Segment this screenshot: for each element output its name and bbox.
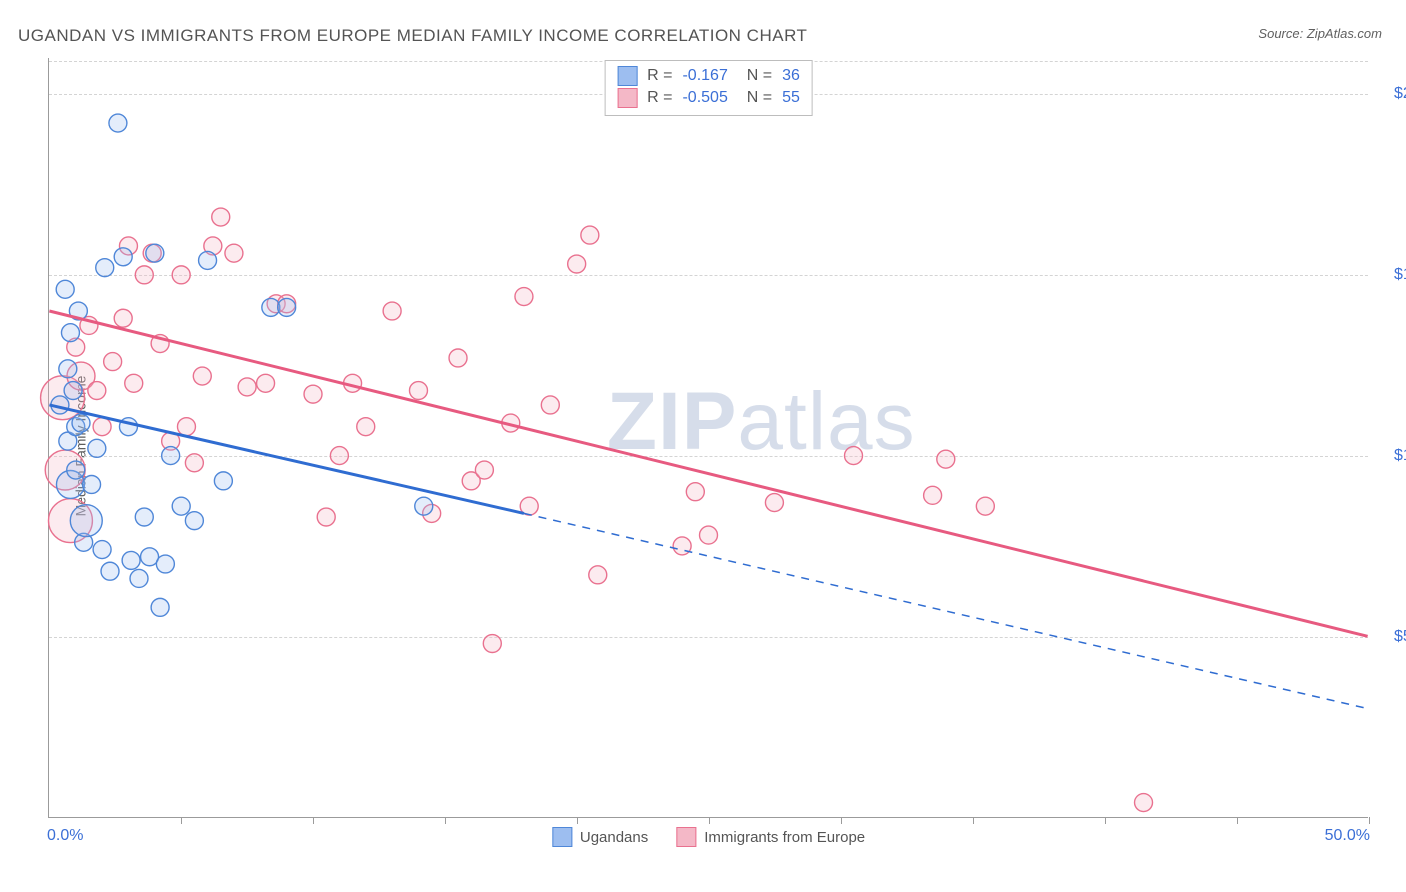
stats-r-europe: -0.505 xyxy=(682,87,727,109)
x-tick xyxy=(1369,817,1370,824)
x-axis-min-label: 0.0% xyxy=(47,827,83,845)
y-tick-label: $150,000 xyxy=(1374,266,1406,284)
legend-label-europe: Immigrants from Europe xyxy=(704,829,865,846)
trendline-solid xyxy=(49,311,1367,636)
plot-area: ZIPatlas R = -0.167 N = 36 R = -0.505 N … xyxy=(48,58,1368,818)
stats-row-europe: R = -0.505 N = 55 xyxy=(617,87,800,109)
stats-n-label: N = xyxy=(738,87,772,109)
chart-title: UGANDAN VS IMMIGRANTS FROM EUROPE MEDIAN… xyxy=(18,26,807,46)
stats-box: R = -0.167 N = 36 R = -0.505 N = 55 xyxy=(604,60,813,116)
legend-swatch-europe xyxy=(676,827,696,847)
x-tick xyxy=(181,817,182,824)
legend-item-ugandans: Ugandans xyxy=(552,827,648,847)
legend-label-ugandans: Ugandans xyxy=(580,829,648,846)
y-tick-label: $50,000 xyxy=(1374,628,1406,646)
stats-row-ugandans: R = -0.167 N = 36 xyxy=(617,65,800,87)
trendline-dashed xyxy=(524,513,1368,708)
legend-swatch-ugandans xyxy=(552,827,572,847)
stats-r-label: R = xyxy=(647,65,672,87)
swatch-europe xyxy=(617,88,637,108)
stats-n-label: N = xyxy=(738,65,772,87)
x-tick xyxy=(577,817,578,824)
x-tick xyxy=(445,817,446,824)
source-value: ZipAtlas.com xyxy=(1307,26,1382,41)
y-tick-label: $200,000 xyxy=(1374,85,1406,103)
stats-r-label: R = xyxy=(647,87,672,109)
legend: Ugandans Immigrants from Europe xyxy=(552,827,865,847)
source-attribution: Source: ZipAtlas.com xyxy=(1258,26,1382,41)
x-axis-max-label: 50.0% xyxy=(1325,827,1370,845)
swatch-ugandans xyxy=(617,66,637,86)
stats-n-ugandans: 36 xyxy=(782,65,800,87)
x-tick xyxy=(709,817,710,824)
stats-r-ugandans: -0.167 xyxy=(682,65,727,87)
legend-item-europe: Immigrants from Europe xyxy=(676,827,865,847)
x-tick xyxy=(1105,817,1106,824)
y-tick-label: $100,000 xyxy=(1374,447,1406,465)
trendlines-layer xyxy=(49,58,1368,817)
x-tick xyxy=(973,817,974,824)
trendline-solid xyxy=(49,405,524,513)
x-tick xyxy=(313,817,314,824)
stats-n-europe: 55 xyxy=(782,87,800,109)
x-tick xyxy=(841,817,842,824)
x-tick xyxy=(1237,817,1238,824)
source-label: Source: xyxy=(1258,26,1303,41)
